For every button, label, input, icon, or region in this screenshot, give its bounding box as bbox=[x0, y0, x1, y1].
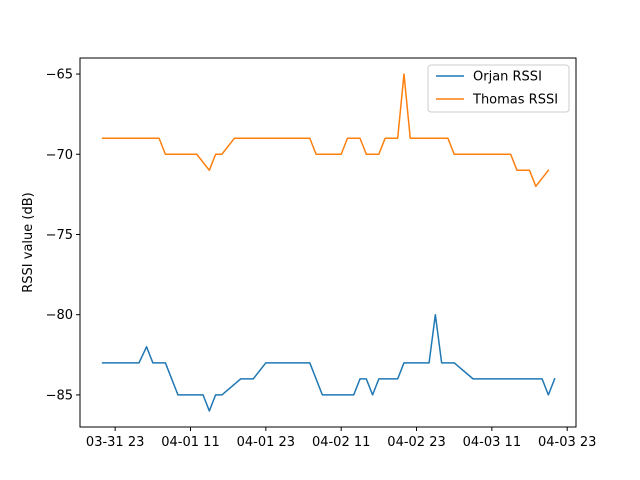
legend: Orjan RSSI Thomas RSSI bbox=[427, 64, 570, 113]
x-tick-label: 04-02 11 bbox=[312, 435, 370, 450]
plot-frame bbox=[79, 57, 577, 428]
legend-label: Thomas RSSI bbox=[472, 93, 558, 108]
y-tick-label: −80 bbox=[46, 308, 73, 323]
y-tick-label: −65 bbox=[46, 68, 73, 83]
x-tick-label: 04-01 11 bbox=[161, 435, 219, 450]
x-tick-label: 03-31 23 bbox=[86, 435, 144, 450]
x-axis: 03-31 23 04-01 11 04-01 23 04-02 11 04-02 23… bbox=[86, 427, 596, 450]
y-axis: −65 −70 −75 −80 −85 bbox=[46, 68, 80, 403]
y-tick-label: −75 bbox=[46, 228, 73, 243]
y-axis-label: RSSI value (dB) bbox=[21, 192, 36, 292]
series-line-1 bbox=[101, 73, 550, 188]
y-tick-label: −70 bbox=[46, 148, 73, 163]
x-tick-label: 04-03 11 bbox=[463, 435, 521, 450]
y-tick-label: −85 bbox=[46, 388, 73, 403]
series-layer bbox=[101, 73, 556, 412]
x-tick-label: 04-01 23 bbox=[237, 435, 295, 450]
series-line-0 bbox=[101, 313, 556, 412]
x-tick-label: 04-03 23 bbox=[538, 435, 596, 450]
legend-label: Orjan RSSI bbox=[473, 70, 542, 85]
x-tick-label: 04-02 23 bbox=[387, 435, 445, 450]
